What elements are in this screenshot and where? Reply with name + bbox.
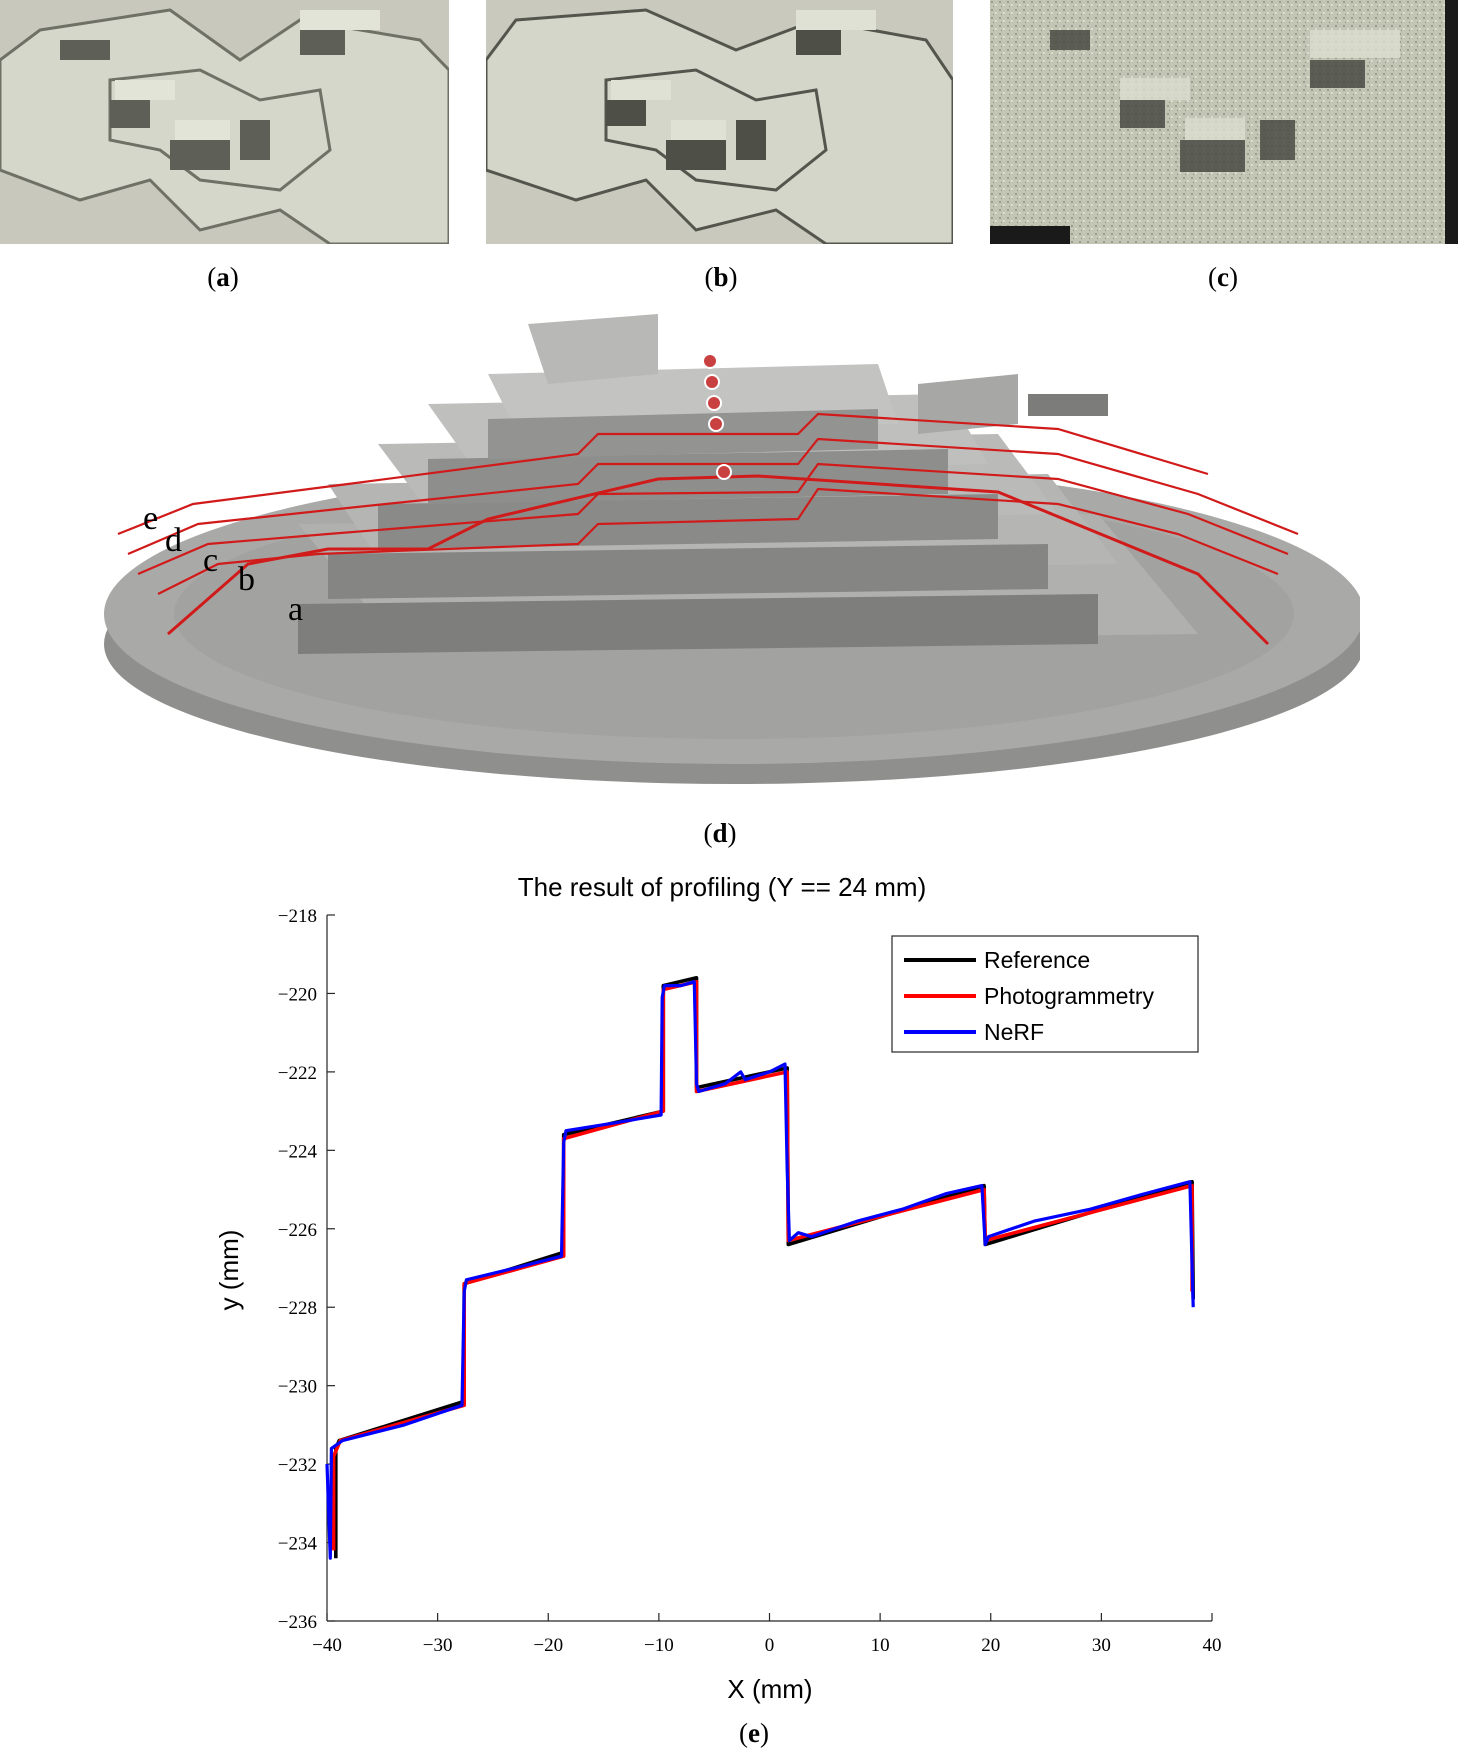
- y-axis-label: y (mm): [214, 1230, 244, 1311]
- x-tick-label: 30: [1092, 1635, 1111, 1656]
- x-tick-label: −10: [644, 1635, 674, 1656]
- panel-d-rendering: e d c b a: [98, 314, 1360, 794]
- y-tick-label: −232: [278, 1455, 317, 1476]
- marker: [706, 395, 722, 411]
- panel-d-caption: (d): [680, 818, 760, 849]
- marker: [704, 374, 720, 390]
- y-tick-label: −220: [278, 984, 317, 1005]
- profile-label-a: a: [288, 591, 303, 628]
- profile-label-d: d: [165, 522, 182, 559]
- legend-label: Photogrammetry: [984, 983, 1155, 1009]
- caption-letter: a: [216, 262, 230, 292]
- caption-open: (: [207, 262, 217, 292]
- panel-b-caption: (b): [681, 262, 761, 293]
- x-axis-label: X (mm): [727, 1674, 812, 1704]
- y-tick-label: −222: [278, 1063, 317, 1084]
- panel-e-chart: The result of profiling (Y == 24 mm) −40…: [0, 858, 1458, 1718]
- legend-label: NeRF: [984, 1019, 1044, 1045]
- y-tick-label: −230: [278, 1377, 317, 1398]
- y-tick-label: −218: [278, 906, 317, 927]
- x-tick-label: 0: [765, 1635, 775, 1656]
- panel-a-caption: (a): [183, 262, 263, 293]
- caption-letter: d: [712, 818, 728, 848]
- y-tick-label: −234: [278, 1534, 318, 1555]
- y-tick-label: −236: [278, 1612, 317, 1633]
- x-tick-label: 20: [981, 1635, 1000, 1656]
- marker: [702, 353, 718, 369]
- profile-label-b: b: [238, 561, 255, 598]
- caption-letter: b: [713, 262, 729, 292]
- caption-open: (: [739, 1718, 748, 1748]
- y-tick-label: −224: [278, 1141, 318, 1162]
- caption-open: (: [703, 818, 713, 848]
- panel-a-model-image: [0, 0, 449, 244]
- series-line-photogrammetry: [331, 979, 1194, 1551]
- profile-label-c: c: [203, 542, 218, 579]
- caption-close: ): [229, 262, 239, 292]
- panel-c-caption: (c): [1183, 262, 1263, 293]
- panel-c-rendering: [990, 0, 1458, 244]
- x-tick-label: 40: [1203, 1635, 1222, 1656]
- x-tick-label: −30: [423, 1635, 453, 1656]
- chart-title: The result of profiling (Y == 24 mm): [518, 872, 926, 902]
- panel-c-model-image: [990, 0, 1458, 244]
- measurement-markers: [702, 353, 732, 480]
- caption-close: ): [728, 262, 738, 292]
- profile-label-e: e: [143, 500, 158, 537]
- profile-lines: [117, 412, 1299, 646]
- caption-close: ): [727, 818, 737, 848]
- x-tick-label: 10: [871, 1635, 890, 1656]
- profile-chart: The result of profiling (Y == 24 mm) −40…: [214, 872, 1222, 1704]
- series-line-reference: [333, 976, 1195, 1559]
- panel-a-rendering: [0, 0, 449, 244]
- y-tick-label: −228: [278, 1298, 317, 1319]
- caption-close: ): [759, 1718, 769, 1748]
- x-tick-label: −40: [312, 1635, 342, 1656]
- legend-label: Reference: [984, 947, 1090, 973]
- panel-e-caption: (e): [714, 1718, 794, 1749]
- marker: [716, 464, 732, 480]
- marker: [708, 416, 724, 432]
- panel-b-rendering: [486, 0, 953, 244]
- caption-letter: e: [748, 1718, 760, 1748]
- panel-b-model-image: [486, 0, 953, 244]
- caption-close: ): [1228, 262, 1238, 292]
- panel-d-model-image: e d c b a: [104, 314, 1360, 784]
- series-line-nerf: [325, 980, 1195, 1560]
- caption-letter: c: [1217, 262, 1229, 292]
- caption-open: (: [1208, 262, 1217, 292]
- caption-open: (: [704, 262, 714, 292]
- stepped-blocks: [298, 314, 1198, 654]
- y-tick-label: −226: [278, 1220, 317, 1241]
- x-tick-label: −20: [533, 1635, 563, 1656]
